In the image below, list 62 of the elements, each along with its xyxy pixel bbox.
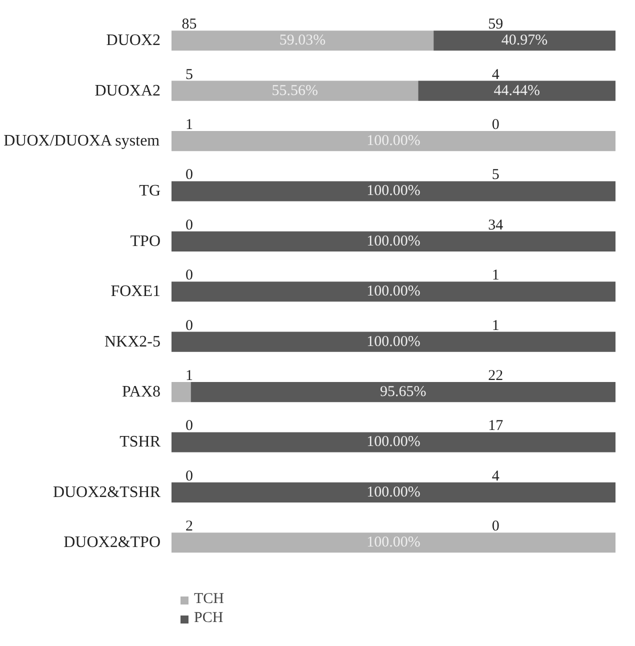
annotation: 1 (492, 318, 500, 334)
annotation: 34 (488, 217, 504, 234)
data-label: 44.44% (494, 82, 540, 99)
y-tick-label: TSHR (120, 434, 161, 451)
data-label: 100.00% (366, 284, 420, 300)
bar (172, 131, 616, 152)
annotation: 22 (488, 368, 504, 384)
data-label: 100.00% (366, 133, 420, 150)
bar (172, 532, 616, 553)
annotation: 0 (186, 318, 194, 334)
data-label: 100.00% (366, 233, 420, 250)
y-tick-label: TPO (130, 232, 161, 250)
legend-label: TCH (194, 591, 224, 608)
data-label: 95.65% (380, 384, 426, 400)
annotation: 0 (492, 518, 500, 535)
annotation: 0 (186, 418, 194, 434)
y-tick-label: NKX2-5 (104, 333, 161, 350)
bar (172, 382, 191, 402)
bar (172, 482, 616, 502)
bar (172, 332, 616, 352)
annotation: 1 (492, 268, 500, 284)
data-label: 100.00% (366, 334, 420, 350)
bar (418, 80, 616, 101)
y-tick-label: DUOX2 (106, 32, 160, 50)
data-label: 55.56% (272, 82, 318, 99)
bar (172, 30, 434, 51)
y-tick-label: FOXE1 (110, 283, 160, 300)
annotation: 5 (186, 66, 194, 83)
y-tick-label: DUOX2&TSHR (52, 484, 161, 501)
annotation: 0 (186, 217, 194, 234)
data-label: 100.00% (366, 484, 420, 500)
bar (172, 282, 616, 302)
y-tick-label: PAX8 (122, 384, 161, 401)
y-tick-label: TG (139, 182, 161, 200)
data-label: 100.00% (366, 434, 420, 450)
annotation: 1 (186, 368, 194, 384)
data-label: 59.03% (279, 32, 326, 49)
annotation: 1 (186, 116, 194, 133)
bar (172, 231, 616, 252)
annotation: 85 (182, 16, 197, 33)
bar (172, 432, 616, 452)
data-label: 100.00% (366, 183, 420, 200)
annotation: 0 (492, 116, 500, 133)
annotation: 4 (492, 66, 500, 83)
data-label: 40.97% (501, 32, 548, 49)
bar (434, 30, 616, 51)
bar (172, 80, 418, 101)
bar (190, 382, 616, 402)
annotation: 5 (492, 167, 500, 184)
annotation: 59 (488, 16, 504, 33)
bar (172, 181, 616, 202)
annotation: 4 (492, 468, 500, 484)
legend-label: PCH (194, 610, 224, 627)
annotation: 0 (186, 167, 194, 184)
y-tick-label: DUOX/DUOXA system (4, 132, 160, 150)
data-label: 100.00% (366, 534, 420, 551)
annotation: 17 (488, 418, 504, 434)
annotation: 2 (186, 518, 194, 535)
y-tick-label: DUOXA2 (94, 82, 161, 100)
annotation: 0 (186, 468, 194, 484)
annotation: 0 (186, 268, 194, 284)
y-tick-label: DUOX2&TPO (64, 534, 160, 552)
